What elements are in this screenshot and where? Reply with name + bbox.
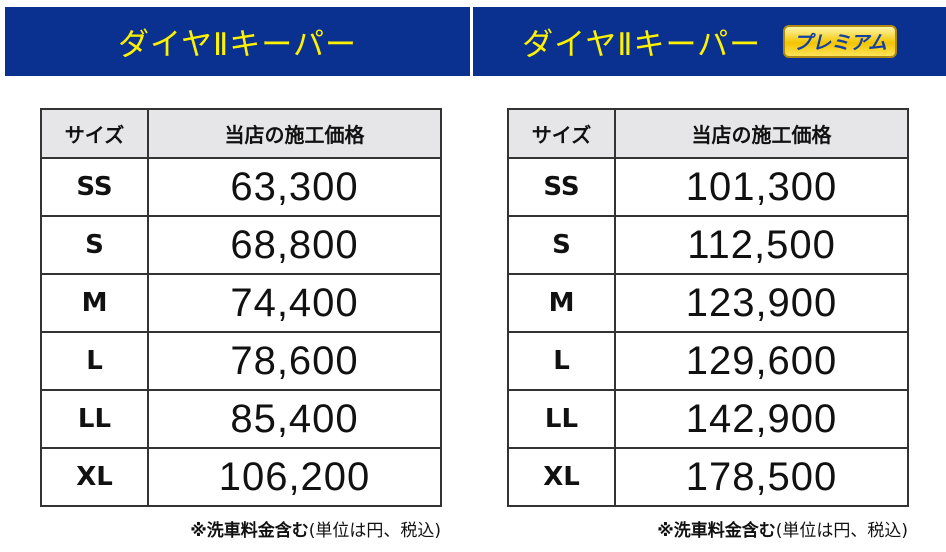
size-cell: M	[507, 273, 616, 333]
size-header: サイズ	[40, 108, 149, 159]
left-header: ダイヤⅡキーパー	[5, 7, 470, 76]
table-row: S 112,500	[507, 215, 909, 275]
size-cell: S	[507, 215, 616, 275]
price-cell: 101,300	[614, 157, 909, 217]
size-cell: SS	[40, 157, 149, 217]
size-cell: M	[40, 273, 149, 333]
price-cell: 106,200	[147, 447, 442, 507]
table-row: LL 85,400	[40, 389, 442, 449]
table-row: XL 178,500	[507, 447, 909, 507]
right-header: ダイヤⅡキーパー プレミアム	[473, 7, 946, 76]
table-row: S 68,800	[40, 215, 442, 275]
table-row: SS 63,300	[40, 157, 442, 217]
price-cell: 85,400	[147, 389, 442, 449]
price-cell: 142,900	[614, 389, 909, 449]
price-header: 当店の施工価格	[614, 108, 909, 159]
price-cell: 123,900	[614, 273, 909, 333]
note-bold: ※洗車料金含む	[657, 521, 776, 541]
price-cell: 178,500	[614, 447, 909, 507]
price-cell: 74,400	[147, 273, 442, 333]
size-cell: L	[507, 331, 616, 391]
price-cell: 68,800	[147, 215, 442, 275]
note-bold: ※洗車料金含む	[190, 521, 309, 541]
table-row: L 129,600	[507, 331, 909, 391]
left-price-table: サイズ 当店の施工価格 SS 63,300 S 68,800 M 74,400 L 78,60…	[40, 108, 442, 507]
size-header: サイズ	[507, 108, 616, 159]
price-cell: 78,600	[147, 331, 442, 391]
left-title: ダイヤⅡキーパー	[117, 27, 358, 63]
size-cell: LL	[507, 389, 616, 449]
size-cell: SS	[507, 157, 616, 217]
price-cell: 129,600	[614, 331, 909, 391]
note-text: (単位は円、税込)	[775, 521, 908, 541]
note-text: (単位は円、税込)	[308, 521, 441, 541]
left-note: ※洗車料金含む(単位は円、税込)	[190, 516, 441, 541]
size-cell: LL	[40, 389, 149, 449]
table-row: SS 101,300	[507, 157, 909, 217]
size-cell: XL	[40, 447, 149, 507]
size-cell: XL	[507, 447, 616, 507]
size-cell: S	[40, 215, 149, 275]
premium-badge: プレミアム	[783, 25, 897, 58]
price-header: 当店の施工価格	[147, 108, 442, 159]
table-row: M 74,400	[40, 273, 442, 333]
price-cell: 63,300	[147, 157, 442, 217]
price-cell: 112,500	[614, 215, 909, 275]
table-row: M 123,900	[507, 273, 909, 333]
right-note: ※洗車料金含む(単位は円、税込)	[657, 516, 908, 541]
size-cell: L	[40, 331, 149, 391]
table-row: L 78,600	[40, 331, 442, 391]
right-title: ダイヤⅡキーパー	[522, 27, 762, 63]
table-row: LL 142,900	[507, 389, 909, 449]
table-row: XL 106,200	[40, 447, 442, 507]
right-price-table: サイズ 当店の施工価格 SS 101,300 S 112,500 M 123,900 L 12…	[507, 108, 909, 507]
